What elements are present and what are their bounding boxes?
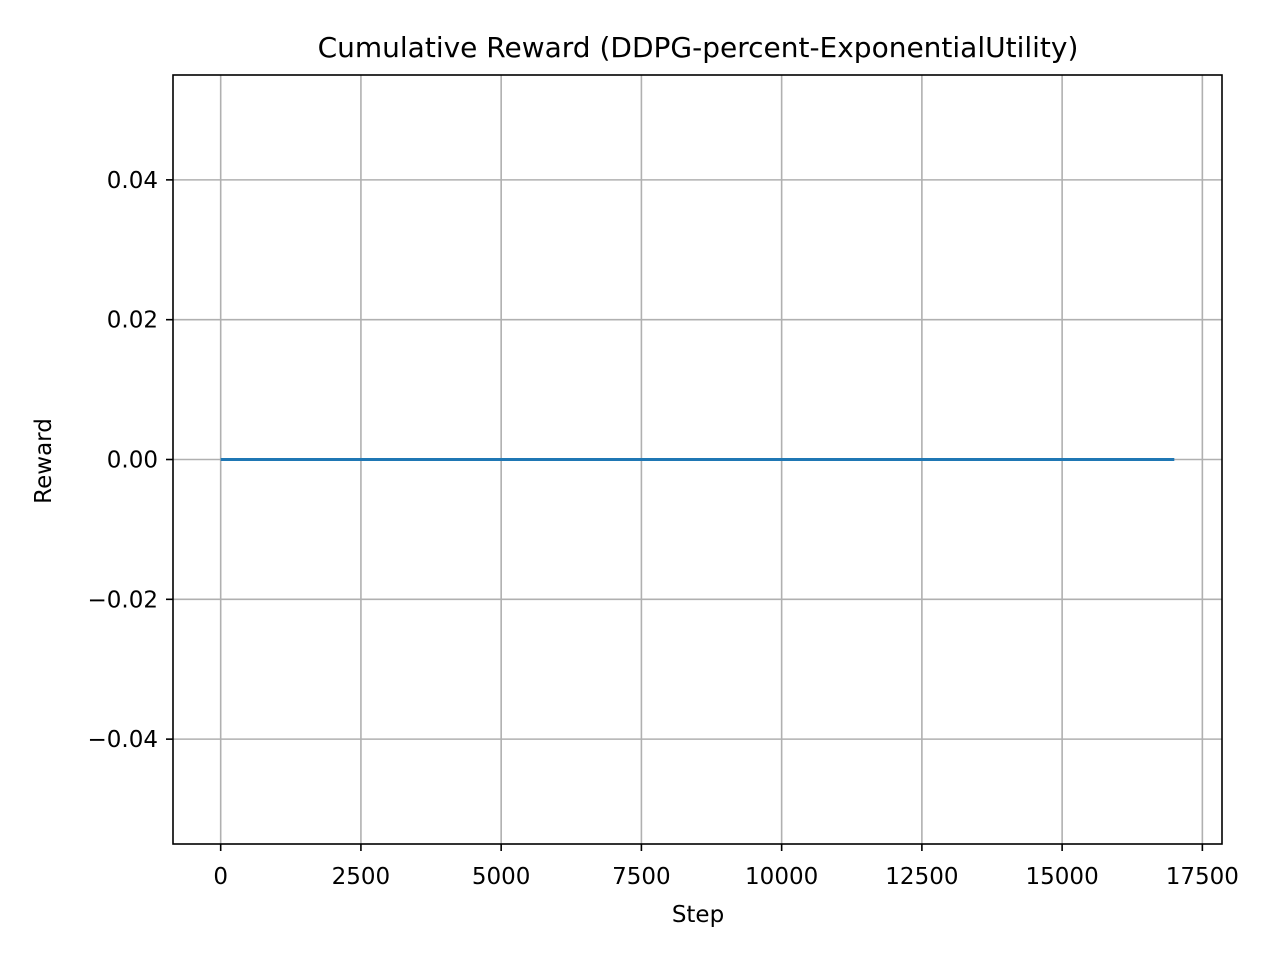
y-tick-label: 0.02 (107, 308, 158, 334)
y-tick-label: 0.04 (107, 168, 158, 194)
x-tick-label: 7500 (612, 864, 671, 890)
x-tick-label: 5000 (472, 864, 531, 890)
x-tick-label: 12500 (885, 864, 958, 890)
y-axis-label: Reward (31, 418, 57, 504)
x-tick-label: 0 (213, 864, 228, 890)
chart-title: Cumulative Reward (DDPG-percent-Exponent… (318, 31, 1079, 64)
y-tick-label: −0.04 (88, 727, 158, 753)
y-tick-label: −0.02 (88, 587, 158, 613)
y-axis: −0.04 −0.02 0.00 0.02 0.04 (88, 168, 173, 753)
x-tick-label: 17500 (1166, 864, 1239, 890)
x-tick-label: 10000 (745, 864, 818, 890)
y-tick-label: 0.00 (107, 448, 158, 474)
x-tick-label: 2500 (332, 864, 391, 890)
x-axis: 0 2500 5000 7500 10000 12500 15000 17500 (213, 844, 1239, 890)
x-axis-label: Step (672, 902, 724, 928)
x-tick-label: 15000 (1026, 864, 1099, 890)
